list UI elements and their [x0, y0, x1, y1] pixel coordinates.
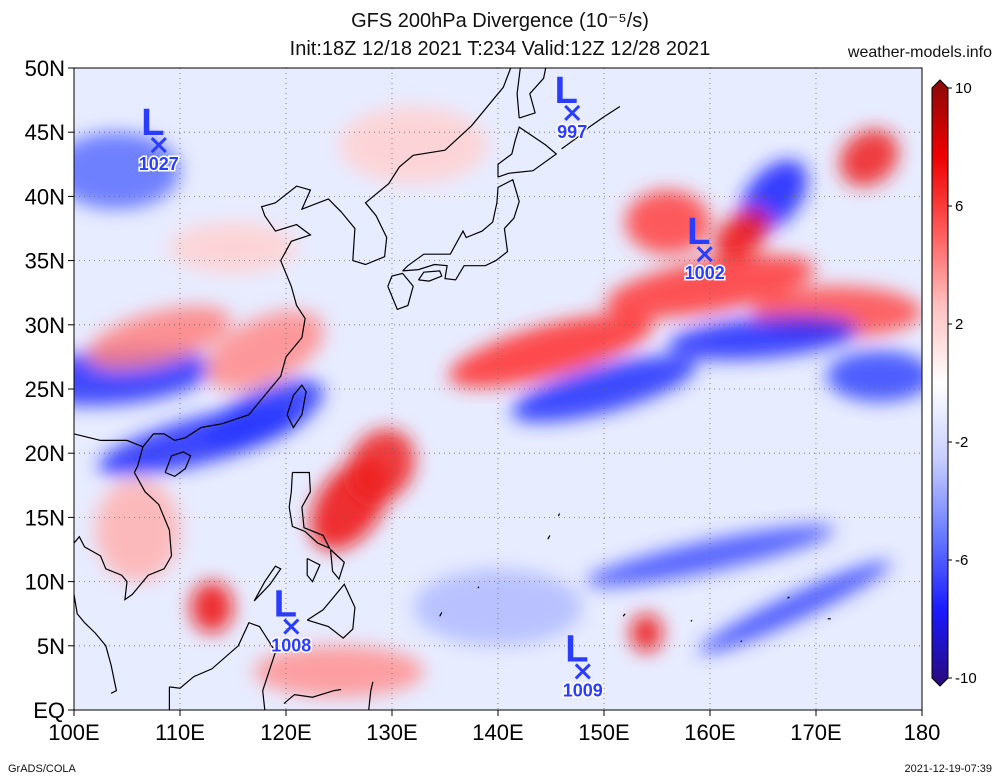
map-grid [74, 68, 922, 710]
x-tick-label: 170E [790, 720, 841, 745]
colorbar-tick-label: 6 [955, 198, 963, 215]
y-tick-label: 5N [37, 634, 65, 659]
footer-timestamp: 2021-12-19-07:39 [904, 763, 992, 775]
colorbar: 10 6 2 -2 -6 -10 [931, 79, 977, 687]
low-center-mark [696, 246, 713, 263]
low-center-mark [564, 104, 581, 122]
low-pressure-markers: L 1027 L 997 L 1002 L 1008 L 1009 [137, 70, 726, 702]
colorbar-tick-label: 10 [955, 80, 972, 97]
low-marker-997: L 997 [555, 70, 589, 144]
y-axis-ticks: EQ 5N 10N 15N 20N 25N 30N 35N 40N 45N 50N [25, 56, 74, 723]
footer-credit: GrADS/COLA [8, 763, 76, 775]
low-pressure-value: 997 [557, 122, 587, 142]
low-pressure-value: 1027 [139, 154, 179, 174]
y-tick-label: 50N [25, 56, 65, 81]
low-symbol: L [274, 584, 297, 626]
x-tick-label: 140E [472, 720, 523, 745]
map-title: GFS 200hPa Divergence (10⁻⁵/s) [351, 10, 649, 32]
low-symbol: L [565, 628, 588, 670]
colorbar-tick-label: -10 [955, 670, 977, 687]
x-tick-label: 100E [48, 720, 99, 745]
y-tick-label: EQ [33, 698, 65, 723]
low-symbol: L [555, 70, 578, 112]
divergence-field [74, 106, 922, 698]
y-tick-label: 25N [25, 377, 65, 402]
x-tick-label: 130E [366, 720, 417, 745]
low-center-mark [574, 663, 591, 680]
colorbar-tick-label: 2 [955, 316, 963, 333]
x-tick-label: 180 [904, 720, 941, 745]
x-tick-label: 150E [578, 720, 629, 745]
low-marker-1027: L 1027 [137, 102, 180, 176]
map-subtitle: Init:18Z 12/18 2021 T:234 Valid:12Z 12/2… [289, 38, 711, 60]
low-pressure-value: 1008 [271, 636, 311, 656]
y-tick-label: 40N [25, 184, 65, 209]
x-axis-ticks: 100E 110E 120E 130E 140E 150E 160E 170E 180 [48, 710, 940, 745]
low-marker-1008: L 1008 [270, 584, 313, 658]
x-tick-label: 110E [155, 720, 205, 745]
y-tick-label: 35N [25, 249, 65, 274]
x-tick-label: 160E [684, 720, 735, 745]
y-tick-label: 15N [25, 505, 65, 530]
colorbar-tick-label: -6 [955, 552, 968, 569]
low-marker-1009: L 1009 [561, 628, 604, 702]
low-center-mark [150, 136, 167, 154]
y-tick-label: 10N [25, 570, 65, 595]
coastlines [74, 68, 831, 710]
map-plot-area: L 1027 L 997 L 1002 L 1008 L 1009 [74, 68, 922, 710]
y-tick-label: 30N [25, 313, 65, 338]
site-label: weather-models.info [847, 44, 992, 61]
y-tick-label: 45N [25, 120, 65, 145]
low-pressure-value: 1002 [685, 263, 725, 283]
x-tick-label: 120E [260, 720, 311, 745]
low-marker-1002: L 1002 [683, 211, 726, 285]
low-pressure-value: 1009 [563, 680, 603, 700]
low-symbol: L [687, 211, 710, 253]
low-symbol: L [141, 102, 164, 144]
colorbar-tick-label: -2 [955, 434, 968, 451]
colorbar-bar [931, 79, 949, 687]
y-tick-label: 20N [25, 441, 65, 466]
low-center-mark [283, 618, 300, 635]
